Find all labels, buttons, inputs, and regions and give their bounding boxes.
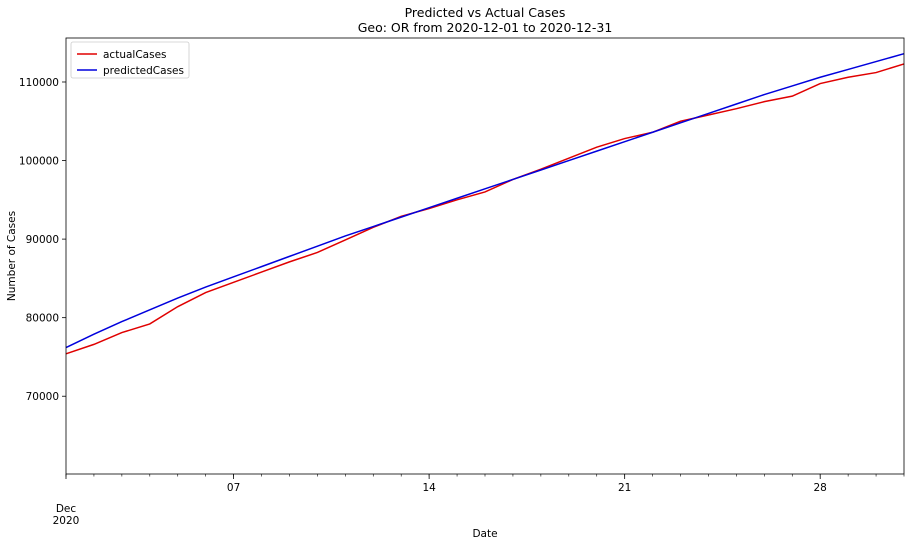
legend-box [70,41,190,79]
y-tick-label: 100000 [19,156,59,168]
x-tick-label: 28 [814,482,827,494]
legend-label-actualCases: actualCases [103,49,167,61]
x-tick-year-label: 2020 [53,515,80,527]
x-tick-label: 21 [618,482,631,494]
y-tick-label: 90000 [26,234,59,246]
x-tick-label: 07 [227,482,240,494]
axes-frame [65,37,905,475]
legend-label-predictedCases: predictedCases [103,65,184,77]
x-tick-label: Dec [56,503,77,515]
series-line-actualCases [65,63,905,355]
y-tick-label: 110000 [19,77,59,89]
chart-title: Predicted vs Actual Cases [405,5,566,20]
x-tick-label: 14 [422,482,436,494]
y-tick-label: 80000 [26,313,59,325]
y-tick-label: 70000 [26,391,59,403]
legend: actualCases predictedCases [70,41,190,79]
x-axis-label: Date [472,528,497,540]
chart-subtitle: Geo: OR from 2020-12-01 to 2020-12-31 [358,20,613,35]
series-line-predictedCases [65,52,905,349]
y-axis-label: Number of Cases [6,211,18,301]
